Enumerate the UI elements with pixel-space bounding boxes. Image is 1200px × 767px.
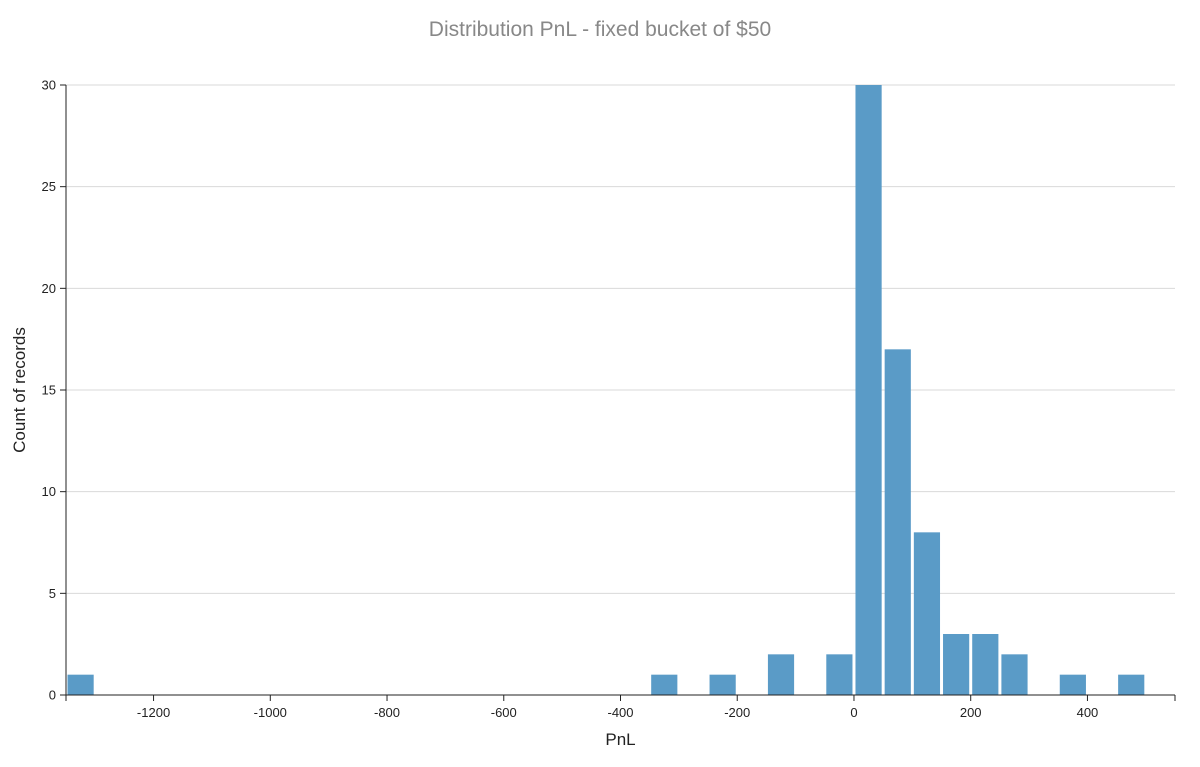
- histogram-bar: [1059, 674, 1086, 695]
- x-tick-label: -200: [724, 705, 750, 720]
- y-tick-label: 5: [49, 586, 56, 601]
- y-tick-label: 10: [42, 484, 56, 499]
- histogram-bar: [67, 674, 94, 695]
- histogram-bar: [884, 349, 911, 695]
- chart-title: Distribution PnL - fixed bucket of $50: [428, 18, 772, 41]
- bar-layer: [67, 85, 1145, 695]
- y-tick-label: 15: [42, 383, 56, 398]
- x-tick-label: 200: [960, 705, 982, 720]
- y-tick-label: 20: [42, 281, 56, 296]
- y-tick-label: 30: [42, 78, 56, 93]
- x-tick-label: 0: [850, 705, 857, 720]
- histogram-bar: [709, 674, 736, 695]
- x-tick-label: -400: [607, 705, 633, 720]
- histogram-bar: [913, 532, 941, 695]
- histogram-bar: [767, 654, 795, 695]
- x-tick-label: -1000: [254, 705, 287, 720]
- histogram-bar: [943, 634, 970, 695]
- y-axis-title: Count of records: [10, 327, 29, 453]
- x-tick-label: -800: [374, 705, 400, 720]
- x-tick-label: -1200: [137, 705, 170, 720]
- x-tick-label: 400: [1077, 705, 1099, 720]
- histogram-bar: [855, 85, 882, 695]
- histogram-bar: [826, 654, 853, 695]
- histogram-bar: [1001, 654, 1028, 695]
- x-tick-label: -600: [491, 705, 517, 720]
- y-tick-label: 25: [42, 179, 56, 194]
- grid-layer: [66, 84, 1175, 594]
- axis-layer: 0 5 10 15 20 25 30 -1200 -1000 -800 -600 -400 -200 0 2…: [42, 78, 1176, 720]
- histogram-bar: [651, 674, 678, 695]
- histogram-bar: [972, 634, 999, 695]
- histogram-bar: [1118, 674, 1145, 695]
- y-tick-label: 0: [49, 688, 56, 703]
- x-axis-title: PnL: [605, 730, 635, 749]
